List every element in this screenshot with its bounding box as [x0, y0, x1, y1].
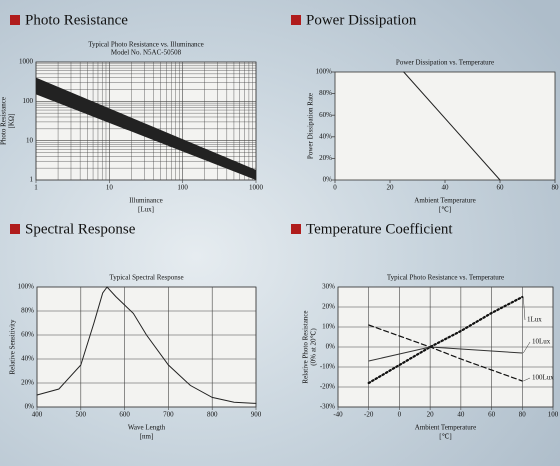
chart-title: Typical Photo Resistance vs. Illuminance [88, 41, 204, 49]
chart-title: Typical Photo Resistance vs. Temperature [387, 274, 504, 282]
label-leader [523, 341, 531, 354]
series-label: 1Lux [527, 316, 542, 324]
x-tick-label: 1 [34, 184, 38, 192]
x-tick-label: -20 [364, 411, 374, 419]
y-tick-label: 0% [326, 343, 336, 351]
y-tick-label: 20% [322, 303, 335, 311]
section-heading: Spectral Response [25, 221, 136, 237]
y-tick-label: 60% [21, 331, 34, 339]
x-tick-label: 0 [333, 184, 337, 192]
y-tick-label: 0% [25, 403, 35, 411]
x-tick-label: 80 [552, 184, 560, 192]
chart-subtitle: Model No. N5AC-50508 [111, 49, 182, 57]
y-tick-label: 30% [322, 283, 335, 291]
resistance-band [36, 77, 256, 180]
y-axis-label: Relative Photo Resistance [302, 310, 310, 383]
y-tick-label: 40% [319, 132, 332, 140]
y-tick-label: -20% [320, 383, 335, 391]
y-tick-label: -10% [320, 363, 335, 371]
section-heading: Power Dissipation [306, 12, 417, 28]
y-tick-label: 80% [21, 307, 34, 315]
y-tick-label: 20% [21, 379, 34, 387]
y-tick-label: 10 [26, 136, 34, 144]
y-tick-label: 100% [316, 68, 333, 76]
y-tick-label: 100% [18, 283, 35, 291]
y-tick-label: 80% [319, 89, 332, 97]
x-tick-label: 20 [387, 184, 395, 192]
chart-title: Typical Spectral Response [109, 274, 183, 282]
chart-title: Power Dissipation vs. Temperature [396, 59, 494, 67]
data-line [368, 346, 523, 362]
y-tick-label: 60% [319, 111, 332, 119]
x-tick-label: 0 [398, 411, 402, 419]
x-axis-label: Ambient Temperature [414, 197, 475, 205]
y-axis-label: (0% at 20℃) [310, 328, 318, 366]
x-tick-label: 10 [106, 184, 114, 192]
x-tick-label: 20 [427, 411, 435, 419]
section-heading: Temperature Coefficient [306, 221, 453, 237]
data-line [367, 295, 524, 385]
y-tick-label: 0% [323, 176, 333, 184]
y-tick-label: 1 [30, 176, 34, 184]
y-tick-label: 1000 [19, 58, 34, 66]
section-heading: Photo Resistance [25, 12, 128, 28]
label-leader [523, 377, 531, 382]
x-tick-label: 60 [488, 411, 496, 419]
x-tick-label: 100 [177, 184, 188, 192]
data-line [368, 324, 523, 382]
plot-area [36, 286, 257, 408]
x-axis-label: [℃] [439, 433, 452, 441]
x-tick-label: 80 [519, 411, 527, 419]
y-axis-label: Relative Sensitivity [9, 319, 17, 375]
x-tick-label: 900 [251, 411, 262, 419]
x-tick-label: 600 [119, 411, 130, 419]
x-tick-label: 400 [32, 411, 43, 419]
data-line [403, 71, 501, 181]
x-tick-label: 500 [76, 411, 87, 419]
y-tick-label: 10% [322, 323, 335, 331]
x-tick-label: 100 [548, 411, 559, 419]
x-tick-label: 700 [163, 411, 174, 419]
label-leader [523, 296, 526, 321]
heading-icon [10, 224, 20, 234]
y-axis-label: Photo Resistance [0, 97, 8, 145]
heading-icon [10, 15, 20, 25]
y-tick-label: 100 [23, 97, 34, 105]
x-tick-label: 800 [207, 411, 218, 419]
series-label: 10Lux [532, 338, 551, 346]
x-axis-label: Ambient Temperature [415, 424, 476, 432]
heading-icon [291, 224, 301, 234]
x-tick-label: -40 [333, 411, 343, 419]
y-tick-label: 40% [21, 355, 34, 363]
x-axis-label: [nm] [140, 433, 154, 441]
x-axis-label: [Lux] [138, 206, 154, 214]
x-axis-label: Illuminance [129, 197, 162, 205]
y-axis-label: [KΩ] [8, 114, 16, 129]
x-tick-label: 1000 [249, 184, 264, 192]
series-label: 100Lux [532, 374, 554, 382]
x-tick-label: 60 [497, 184, 505, 192]
x-axis-label: [℃] [439, 206, 452, 214]
x-tick-label: 40 [442, 184, 450, 192]
y-tick-label: 20% [319, 154, 332, 162]
plot-area [334, 71, 556, 181]
heading-icon [291, 15, 301, 25]
data-line [36, 286, 257, 404]
y-axis-label: Power Dissipation Rate [307, 93, 315, 159]
x-axis-label: Wave Length [128, 424, 166, 432]
y-tick-label: -30% [320, 403, 335, 411]
x-tick-label: 40 [457, 411, 465, 419]
